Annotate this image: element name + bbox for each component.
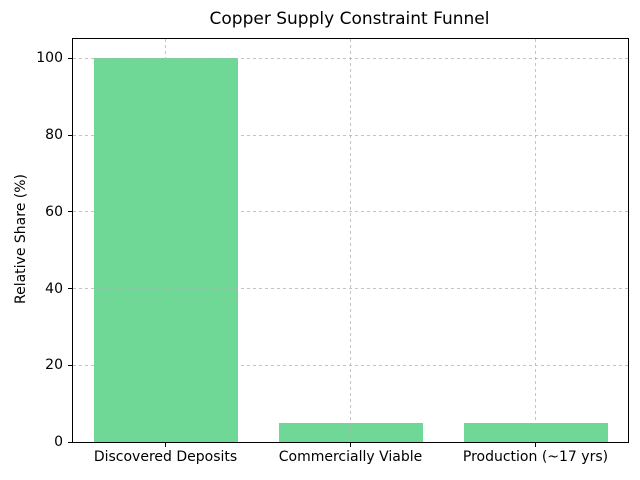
gridline-horizontal [73, 288, 628, 289]
y-tick-mark [68, 134, 72, 136]
y-tick-label: 40 [45, 280, 63, 297]
gridline-horizontal [73, 57, 628, 59]
y-tick-mark [68, 211, 72, 213]
gridline-horizontal [73, 134, 628, 136]
gridline-vertical [350, 39, 351, 442]
gridline-horizontal [73, 364, 628, 366]
gridline-vertical [535, 39, 536, 442]
plot-area [72, 38, 629, 443]
y-tick-mark [68, 364, 72, 366]
y-tick-label: 20 [45, 357, 63, 374]
x-tick-mark [535, 443, 536, 447]
gridline-vertical [165, 39, 166, 442]
y-tick-mark [68, 288, 72, 289]
y-tick-label: 100 [36, 50, 63, 67]
y-tick-label: 60 [45, 203, 63, 220]
chart-title: Copper Supply Constraint Funnel [209, 9, 490, 29]
y-tick-mark [68, 57, 72, 59]
x-tick-mark [350, 443, 351, 447]
y-tick-label: 0 [54, 434, 63, 450]
y-tick-label: 80 [45, 127, 63, 143]
gridline-horizontal [73, 211, 628, 213]
x-tick-label: Commercially Viable [278, 449, 423, 465]
y-tick-mark [68, 441, 72, 443]
x-tick-label: Discovered Deposits [93, 449, 238, 465]
x-tick-label: Production (~17 yrs) [462, 449, 609, 465]
x-tick-mark [165, 443, 166, 447]
